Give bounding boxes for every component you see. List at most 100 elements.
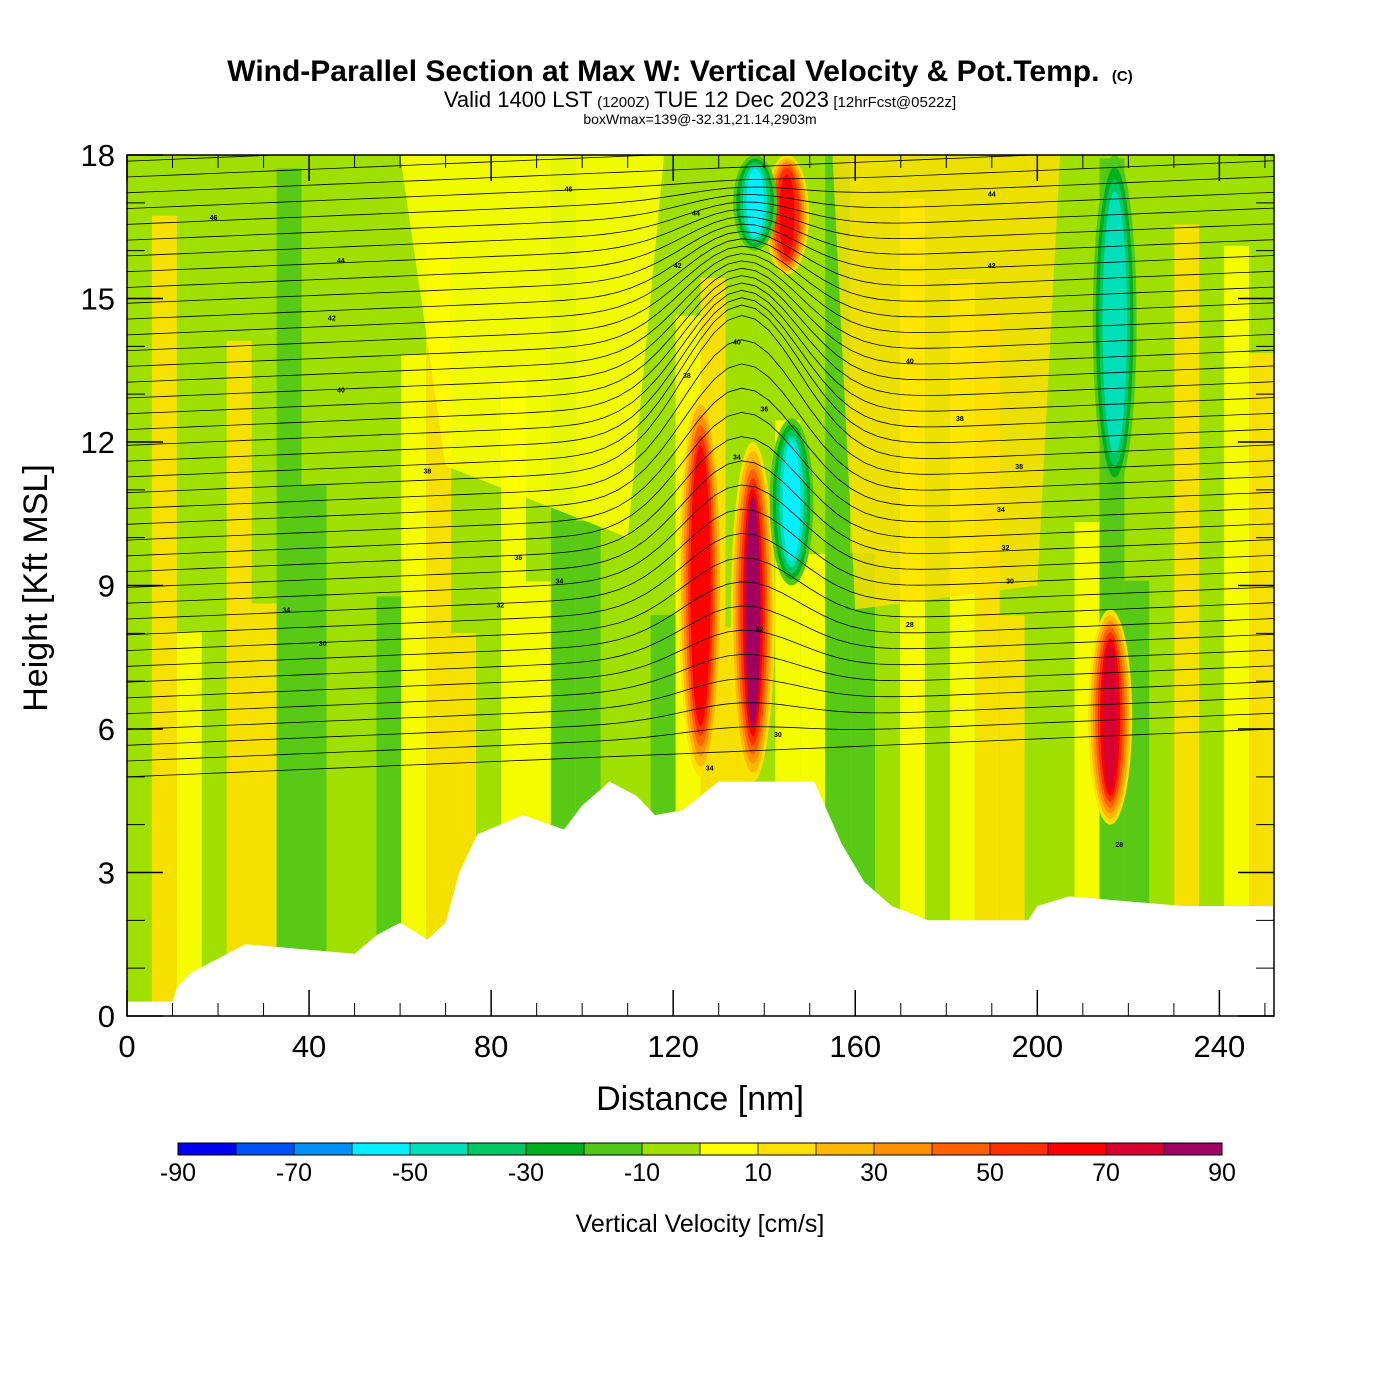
theta-contour-label: 40 xyxy=(906,359,914,366)
theta-contour-line xyxy=(127,653,1274,715)
theta-contour-label: 36 xyxy=(515,555,523,562)
colorbar-tick-label: -30 xyxy=(508,1159,544,1187)
theta-contour-line xyxy=(127,282,1274,430)
colorbar-swatch xyxy=(932,1143,991,1155)
colorbar-swatch xyxy=(990,1143,1049,1155)
field-stripe xyxy=(401,354,427,1016)
theta-contour-label: 32 xyxy=(1002,545,1010,552)
field-stripe xyxy=(151,215,177,1016)
colorbar-swatch xyxy=(468,1143,527,1155)
terrain-profile xyxy=(127,781,1274,1016)
theta-contour-label: 28 xyxy=(1115,842,1123,849)
theta-contour-line xyxy=(127,223,1274,304)
colorbar-swatch xyxy=(526,1143,585,1155)
theta-contour-line xyxy=(127,297,1274,462)
theta-contour-label: 44 xyxy=(337,258,345,265)
theta-contour-label: 42 xyxy=(328,316,336,323)
theta-contour-label: 36 xyxy=(760,407,768,414)
theta-contour-line xyxy=(127,315,1274,494)
valid-time: Valid 1400 LST (1200Z) TUE 12 Dec 2023 [… xyxy=(444,87,956,112)
theta-contour-label: 34 xyxy=(733,454,741,461)
field-stripe xyxy=(351,164,377,1016)
theta-contour-line xyxy=(127,160,1274,209)
colorbar-swatch xyxy=(816,1143,875,1155)
colorbar-tick-label: 30 xyxy=(860,1159,888,1187)
y-tick-label: 0 xyxy=(98,999,115,1034)
colorbar-tick-label: -50 xyxy=(392,1159,428,1187)
colorbar-swatch xyxy=(700,1143,759,1155)
theta-contour-line xyxy=(127,605,1274,683)
theta-contour-label: 46 xyxy=(565,186,573,193)
field-stripe xyxy=(326,498,352,1016)
theta-contour-line xyxy=(127,411,1274,557)
downdraft-core xyxy=(1105,203,1124,442)
colorbar-swatch xyxy=(1048,1143,1107,1155)
theta-contour-label: 30 xyxy=(774,732,782,739)
theta-contour-label: 38 xyxy=(1015,464,1023,471)
colorbar-tick-label: -90 xyxy=(160,1159,196,1187)
theta-contour-label: 34 xyxy=(556,579,564,586)
theta-contour-line xyxy=(127,155,1042,194)
colorbar-swatch xyxy=(584,1143,643,1155)
axis-ticks xyxy=(126,154,1274,1017)
colorbar-tick-labels: -90 -70 -50 -30 -10 10 30 50 70 90 xyxy=(160,1159,1236,1187)
theta-contour-label: 30 xyxy=(319,641,327,648)
colorbar-swatch xyxy=(758,1143,817,1155)
theta-contour-label: 34 xyxy=(706,765,714,772)
theta-contour-line xyxy=(127,387,1274,541)
contour-labels: 46 46 44 44 44 42 42 42 40 40 40 38 38 38 38 36 36 34 34 34… xyxy=(210,186,1124,848)
x-tick-label: 200 xyxy=(1011,1029,1063,1064)
theta-contour-line xyxy=(127,484,1274,604)
theta-contour-line xyxy=(127,176,1274,225)
theta-contour-label: 40 xyxy=(337,387,345,394)
theta-contour-line xyxy=(127,289,1274,446)
theta-contour-line xyxy=(127,231,1274,320)
theta-contour-label: 28 xyxy=(906,622,914,629)
theta-contour-line xyxy=(127,697,1274,746)
terrain-mask xyxy=(127,781,1274,1016)
theta-contour-line xyxy=(127,253,1274,367)
colorbar-tick-label: 70 xyxy=(1092,1159,1120,1187)
updraft-core xyxy=(745,496,761,728)
theta-contour-line xyxy=(127,191,1274,241)
field-stripe xyxy=(301,485,327,1016)
y-tick-label: 18 xyxy=(81,138,115,173)
theta-contour-line xyxy=(127,532,1274,636)
theta-contour-line xyxy=(127,155,665,178)
colorbar-swatch xyxy=(236,1143,295,1155)
colorbar-swatch xyxy=(1164,1143,1223,1155)
colorbar-swatch xyxy=(178,1143,237,1155)
potential-temperature-contours xyxy=(127,155,1274,778)
theta-contour-label: 38 xyxy=(956,416,964,423)
colorbar-tick-label: 10 xyxy=(744,1159,772,1187)
theta-contour-label: 42 xyxy=(988,263,996,270)
theta-contour-label: 32 xyxy=(496,603,504,610)
x-tick-label: 120 xyxy=(647,1029,699,1064)
downdraft-core xyxy=(782,442,801,562)
theta-contour-line xyxy=(127,436,1274,572)
theta-contour-line xyxy=(127,508,1274,620)
theta-contour-line xyxy=(127,712,1274,762)
theta-contour-line xyxy=(127,460,1274,588)
x-axis-label: Distance [nm] xyxy=(596,1080,804,1118)
x-tick-label: 0 xyxy=(118,1029,135,1064)
field-stripe xyxy=(1249,353,1274,1016)
y-tick-label: 6 xyxy=(98,712,115,747)
colorbar-swatch xyxy=(410,1143,469,1155)
field-stripe xyxy=(1224,245,1250,1016)
theta-contour-line xyxy=(127,339,1274,509)
theta-contour-line xyxy=(127,275,1274,415)
colorbar-swatch xyxy=(294,1143,353,1155)
colorbar-tick-label: -70 xyxy=(276,1159,312,1187)
field-stripe xyxy=(276,168,302,1016)
theta-contour-line xyxy=(127,363,1274,525)
updraft-core xyxy=(779,174,795,256)
colorbar-tick-label: 90 xyxy=(1208,1159,1236,1187)
field-upper-region xyxy=(832,155,1061,610)
theta-contour-label: 38 xyxy=(424,469,432,476)
colorbar-tick-label: -10 xyxy=(624,1159,660,1187)
theta-contour-line xyxy=(127,216,1274,288)
updraft-core xyxy=(692,455,709,716)
